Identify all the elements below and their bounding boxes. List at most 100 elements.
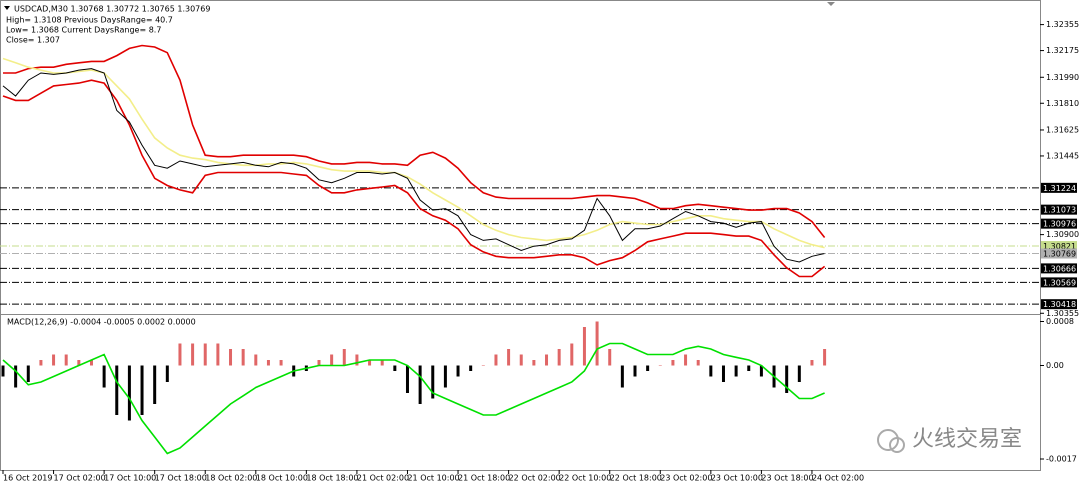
x-tick-label: 21 Oct 02:00 bbox=[357, 474, 409, 483]
macd-bar bbox=[241, 349, 245, 366]
macd-bar bbox=[127, 365, 131, 421]
level-box bbox=[1041, 204, 1077, 215]
signal-line bbox=[2, 342, 825, 455]
x-tick-label: 22 Oct 18:00 bbox=[610, 474, 662, 483]
macd-bar bbox=[481, 365, 485, 366]
y-tick-label: 1.30900 bbox=[1046, 230, 1079, 239]
y-tick-label: 1.31990 bbox=[1046, 73, 1079, 82]
y-tick-label: 0.00 bbox=[1046, 361, 1064, 370]
symbol-header: USDCAD,M30 1.30768 1.30772 1.30765 1.307… bbox=[14, 5, 210, 14]
x-tick-label: 18 Oct 18:00 bbox=[306, 474, 358, 483]
y-tick-label: 1.31445 bbox=[1046, 151, 1079, 160]
macd-bar bbox=[620, 365, 624, 388]
y-tick-label: -0.0017 bbox=[1046, 455, 1077, 464]
macd-bar bbox=[393, 365, 397, 371]
macd-bar bbox=[469, 365, 473, 371]
macd-bar bbox=[443, 365, 447, 388]
band-line bbox=[3, 44, 826, 238]
macd-bar bbox=[330, 354, 334, 366]
macd-bar bbox=[545, 354, 549, 366]
macd-bar bbox=[26, 365, 30, 382]
y-tick-label: 1.31810 bbox=[1046, 99, 1079, 108]
level-box bbox=[1041, 182, 1077, 193]
x-tick-label: 17 Oct 02:00 bbox=[54, 474, 106, 483]
macd-bar bbox=[570, 343, 574, 366]
x-tick-label: 17 Oct 18:00 bbox=[155, 474, 207, 483]
macd-bar bbox=[1, 365, 5, 377]
header-line: Low= 1.3068 Current DaysRange= 8.7 bbox=[6, 26, 161, 35]
x-tick-label: 17 Oct 10:00 bbox=[104, 474, 156, 483]
macd-bar bbox=[507, 349, 511, 366]
header-line: Close= 1.307 bbox=[6, 36, 60, 45]
level-label: 1.30418 bbox=[1043, 300, 1076, 309]
macd-bar bbox=[759, 365, 763, 377]
macd-bar bbox=[178, 343, 182, 366]
level-label: 1.31224 bbox=[1043, 184, 1076, 193]
macd-bar bbox=[64, 354, 68, 366]
macd-bar bbox=[456, 365, 460, 377]
level-label: 1.30666 bbox=[1043, 264, 1076, 273]
macd-bar bbox=[266, 360, 270, 366]
level-label: 1.30821 bbox=[1043, 242, 1076, 251]
level-box bbox=[1041, 241, 1077, 252]
level-box bbox=[1041, 248, 1077, 259]
macd-bar bbox=[633, 365, 637, 377]
macd-bar bbox=[797, 365, 801, 382]
x-tick-label: 22 Oct 10:00 bbox=[559, 474, 611, 483]
macd-bar bbox=[582, 327, 586, 366]
macd-bar bbox=[77, 360, 81, 366]
x-tick-label: 18 Oct 02:00 bbox=[205, 474, 257, 483]
macd-bar bbox=[14, 365, 18, 388]
macd-bar bbox=[405, 365, 409, 393]
macd-bar bbox=[279, 360, 283, 366]
menu-arrow[interactable] bbox=[4, 6, 10, 10]
level-box bbox=[1041, 263, 1077, 274]
watermark: 火线交易室 bbox=[912, 427, 1022, 452]
macd-bar bbox=[557, 349, 561, 366]
macd-bar bbox=[165, 365, 169, 382]
macd-bar bbox=[229, 349, 233, 366]
macd-bar bbox=[52, 354, 56, 366]
y-tick-label: 1.31625 bbox=[1046, 125, 1079, 134]
macd-bar bbox=[785, 365, 789, 393]
macd-bar bbox=[368, 360, 372, 366]
header-line: High= 1.3108 Previous DaysRange= 40.7 bbox=[6, 16, 173, 25]
macd-bar bbox=[380, 360, 384, 366]
macd-bar bbox=[431, 365, 435, 399]
macd-bar bbox=[519, 354, 523, 366]
macd-bar bbox=[734, 365, 738, 377]
macd-bar bbox=[254, 354, 258, 366]
macd-bar bbox=[658, 365, 662, 366]
y-tick-label: 0.0008 bbox=[1046, 317, 1074, 326]
macd-bar bbox=[418, 365, 422, 404]
macd-bar bbox=[532, 360, 536, 366]
x-tick-label: 16 Oct 2019 bbox=[3, 474, 52, 483]
macd-bar bbox=[203, 343, 207, 366]
level-label: 1.30976 bbox=[1043, 220, 1076, 229]
macd-bar bbox=[671, 360, 675, 366]
macd-bar bbox=[140, 365, 144, 415]
x-tick-label: 21 Oct 10:00 bbox=[407, 474, 459, 483]
macd-bar bbox=[646, 365, 650, 371]
macd-bar bbox=[595, 321, 599, 366]
band-middle bbox=[2, 57, 825, 249]
y-tick-label: 1.32355 bbox=[1046, 20, 1079, 29]
macd-bar bbox=[102, 365, 106, 388]
level-box bbox=[1041, 218, 1077, 229]
macd-bar bbox=[342, 349, 346, 366]
macd-bar bbox=[39, 360, 43, 366]
level-box bbox=[1041, 299, 1077, 310]
band-line bbox=[2, 79, 826, 278]
macd-bar bbox=[153, 365, 157, 404]
macd-bar bbox=[823, 349, 827, 366]
macd-bar bbox=[115, 365, 119, 415]
x-tick-label: 21 Oct 18:00 bbox=[458, 474, 510, 483]
x-tick-label: 23 Oct 10:00 bbox=[711, 474, 763, 483]
level-label: 1.30569 bbox=[1043, 278, 1076, 287]
macd-bar bbox=[696, 360, 700, 366]
x-tick-label: 24 Oct 02:00 bbox=[812, 474, 864, 483]
price-line bbox=[2, 68, 825, 263]
macd-bar bbox=[355, 354, 359, 366]
